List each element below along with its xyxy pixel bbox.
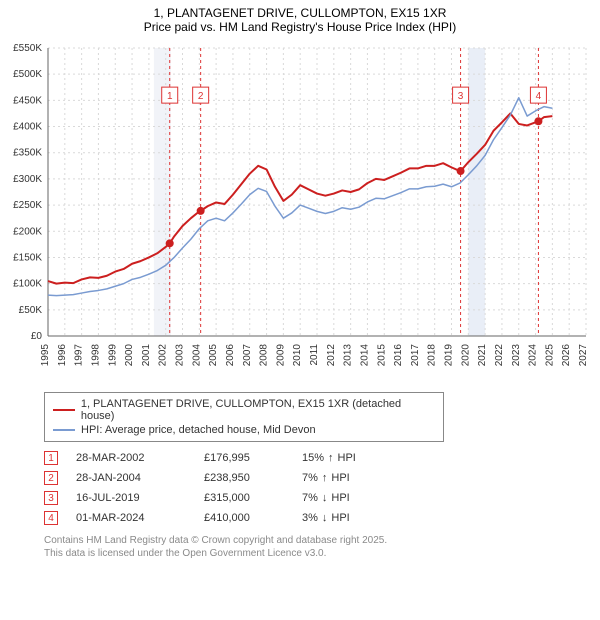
sales-marker: 4 [44, 511, 58, 525]
sales-hpi-pct: 7% [302, 472, 318, 484]
svg-text:£300K: £300K [13, 174, 42, 185]
sales-date: 28-JAN-2004 [76, 472, 186, 484]
title-line2: Price paid vs. HM Land Registry's House … [0, 20, 600, 34]
footer: Contains HM Land Registry data © Crown c… [44, 534, 600, 560]
title-line1: 1, PLANTAGENET DRIVE, CULLOMPTON, EX15 1… [0, 6, 600, 20]
sales-date: 28-MAR-2002 [76, 452, 186, 464]
footer-line2: This data is licensed under the Open Gov… [44, 547, 600, 560]
arrow-up-icon [322, 472, 328, 484]
svg-text:2007: 2007 [242, 344, 253, 367]
sales-row: 2 28-JAN-2004 £238,950 7% HPI [44, 468, 600, 488]
sales-hpi: 15% HPI [302, 452, 392, 464]
svg-text:2013: 2013 [343, 344, 354, 367]
sales-marker: 2 [44, 471, 58, 485]
sales-marker: 1 [44, 451, 58, 465]
svg-text:1998: 1998 [90, 344, 101, 367]
sales-row: 1 28-MAR-2002 £176,995 15% HPI [44, 448, 600, 468]
legend-label: HPI: Average price, detached house, Mid … [81, 424, 316, 436]
svg-text:2000: 2000 [124, 344, 135, 367]
sales-hpi-pct: 7% [302, 492, 318, 504]
svg-text:2024: 2024 [528, 344, 539, 367]
svg-text:£500K: £500K [13, 69, 42, 80]
svg-text:£550K: £550K [13, 43, 42, 54]
legend-swatch [53, 429, 75, 431]
svg-text:4: 4 [536, 91, 542, 102]
svg-text:3: 3 [458, 91, 464, 102]
sales-hpi-suffix: HPI [331, 492, 349, 504]
arrow-down-icon [322, 492, 328, 504]
svg-text:2004: 2004 [191, 344, 202, 367]
sales-hpi-pct: 3% [302, 512, 318, 524]
svg-text:1997: 1997 [74, 344, 85, 367]
sales-hpi: 7% HPI [302, 492, 392, 504]
sales-row: 4 01-MAR-2024 £410,000 3% HPI [44, 508, 600, 528]
sales-date: 16-JUL-2019 [76, 492, 186, 504]
svg-text:2015: 2015 [376, 344, 387, 367]
svg-text:1999: 1999 [107, 344, 118, 367]
footer-line1: Contains HM Land Registry data © Crown c… [44, 534, 600, 547]
svg-text:2023: 2023 [511, 344, 522, 367]
svg-text:1: 1 [167, 91, 173, 102]
arrow-down-icon [322, 512, 328, 524]
svg-text:2025: 2025 [544, 344, 555, 367]
svg-text:2009: 2009 [275, 344, 286, 367]
legend: 1, PLANTAGENET DRIVE, CULLOMPTON, EX15 1… [44, 392, 444, 442]
legend-swatch [53, 409, 75, 411]
sales-row: 3 16-JUL-2019 £315,000 7% HPI [44, 488, 600, 508]
svg-text:2027: 2027 [578, 344, 589, 367]
line-chart-svg: £0 £50K £100K £150K £200K £250K £300K £350K £400… [0, 36, 600, 386]
sales-hpi-suffix: HPI [338, 452, 356, 464]
svg-text:£250K: £250K [13, 200, 42, 211]
sales-price: £176,995 [204, 452, 284, 464]
svg-text:2002: 2002 [158, 344, 169, 367]
sales-price: £315,000 [204, 492, 284, 504]
sales-hpi-suffix: HPI [331, 512, 349, 524]
svg-text:2003: 2003 [175, 344, 186, 367]
svg-text:2014: 2014 [359, 344, 370, 367]
svg-text:2018: 2018 [427, 344, 438, 367]
svg-text:1995: 1995 [40, 344, 51, 367]
svg-text:2005: 2005 [208, 344, 219, 367]
sales-price: £410,000 [204, 512, 284, 524]
svg-text:2022: 2022 [494, 344, 505, 367]
svg-text:2006: 2006 [225, 344, 236, 367]
svg-text:2021: 2021 [477, 344, 488, 367]
svg-text:£0: £0 [31, 331, 43, 342]
svg-text:1996: 1996 [57, 344, 68, 367]
svg-text:2017: 2017 [410, 344, 421, 367]
title-block: 1, PLANTAGENET DRIVE, CULLOMPTON, EX15 1… [0, 0, 600, 36]
svg-text:£200K: £200K [13, 226, 42, 237]
svg-text:2026: 2026 [561, 344, 572, 367]
svg-text:2: 2 [198, 91, 204, 102]
sales-hpi: 7% HPI [302, 472, 392, 484]
legend-row: HPI: Average price, detached house, Mid … [53, 423, 435, 437]
sales-date: 01-MAR-2024 [76, 512, 186, 524]
svg-text:£400K: £400K [13, 122, 42, 133]
sales-hpi-suffix: HPI [331, 472, 349, 484]
legend-row: 1, PLANTAGENET DRIVE, CULLOMPTON, EX15 1… [53, 397, 435, 423]
sales-marker: 3 [44, 491, 58, 505]
sales-hpi-pct: 15% [302, 452, 324, 464]
legend-label: 1, PLANTAGENET DRIVE, CULLOMPTON, EX15 1… [81, 398, 435, 422]
svg-text:2008: 2008 [259, 344, 270, 367]
chart-container: 1, PLANTAGENET DRIVE, CULLOMPTON, EX15 1… [0, 0, 600, 560]
svg-text:£50K: £50K [19, 305, 43, 316]
svg-text:2001: 2001 [141, 344, 152, 367]
svg-text:£150K: £150K [13, 252, 42, 263]
svg-text:2019: 2019 [444, 344, 455, 367]
svg-text:2016: 2016 [393, 344, 404, 367]
svg-text:2011: 2011 [309, 344, 320, 366]
sales-price: £238,950 [204, 472, 284, 484]
svg-text:2010: 2010 [292, 344, 303, 367]
sales-hpi: 3% HPI [302, 512, 392, 524]
sales-table: 1 28-MAR-2002 £176,995 15% HPI 2 28-JAN-2004 £2… [44, 448, 600, 528]
svg-text:2020: 2020 [460, 344, 471, 367]
svg-text:2012: 2012 [326, 344, 337, 367]
arrow-up-icon [328, 452, 334, 464]
svg-text:£450K: £450K [13, 95, 42, 106]
svg-text:£350K: £350K [13, 148, 42, 159]
svg-text:£100K: £100K [13, 279, 42, 290]
chart-area: £0 £50K £100K £150K £200K £250K £300K £350K £400… [0, 36, 600, 386]
